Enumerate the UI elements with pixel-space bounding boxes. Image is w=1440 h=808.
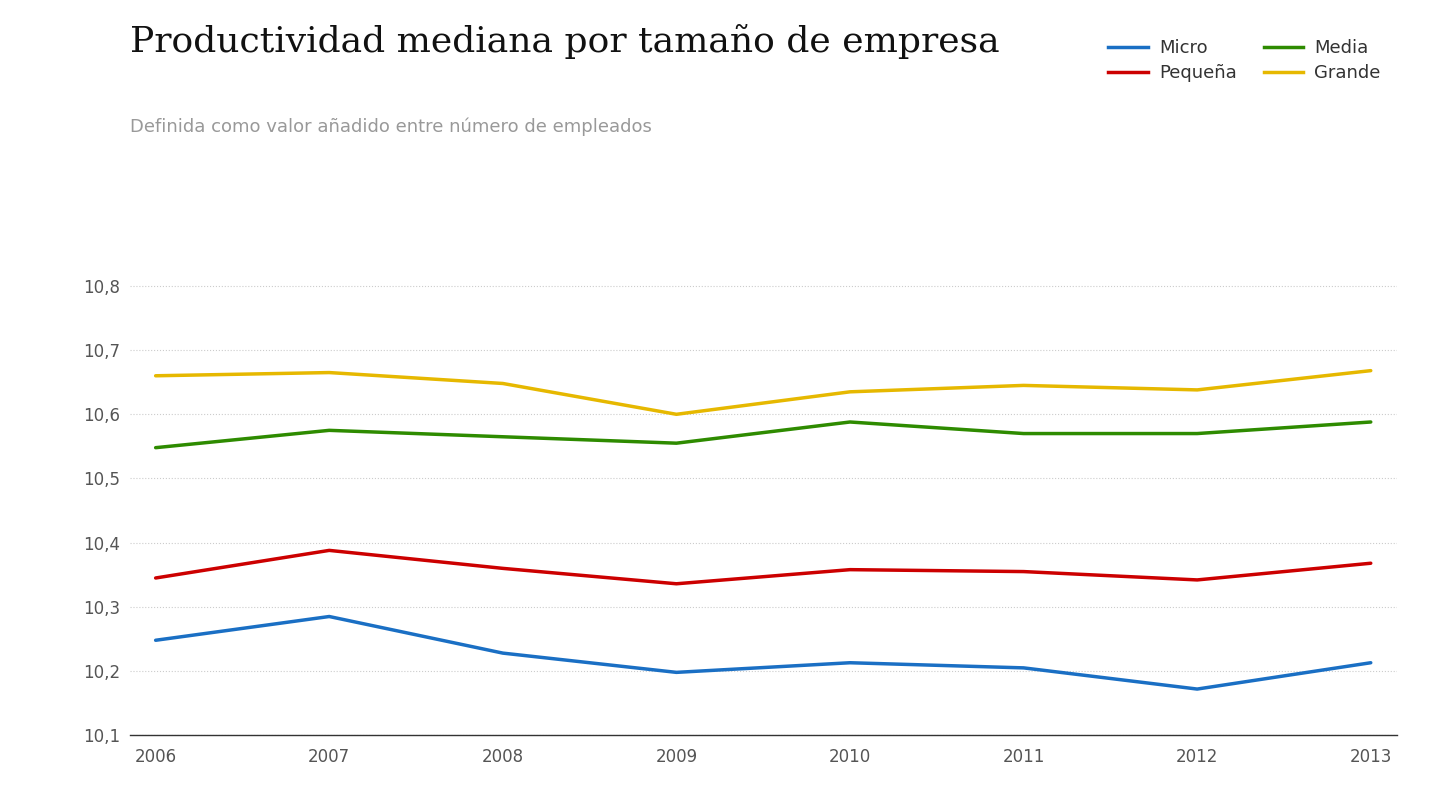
Legend: Micro, Pequeña, Media, Grande: Micro, Pequeña, Media, Grande <box>1102 32 1388 90</box>
Text: Definida como valor añadido entre número de empleados: Definida como valor añadido entre número… <box>130 117 651 136</box>
Text: Productividad mediana por tamaño de empresa: Productividad mediana por tamaño de empr… <box>130 24 999 59</box>
